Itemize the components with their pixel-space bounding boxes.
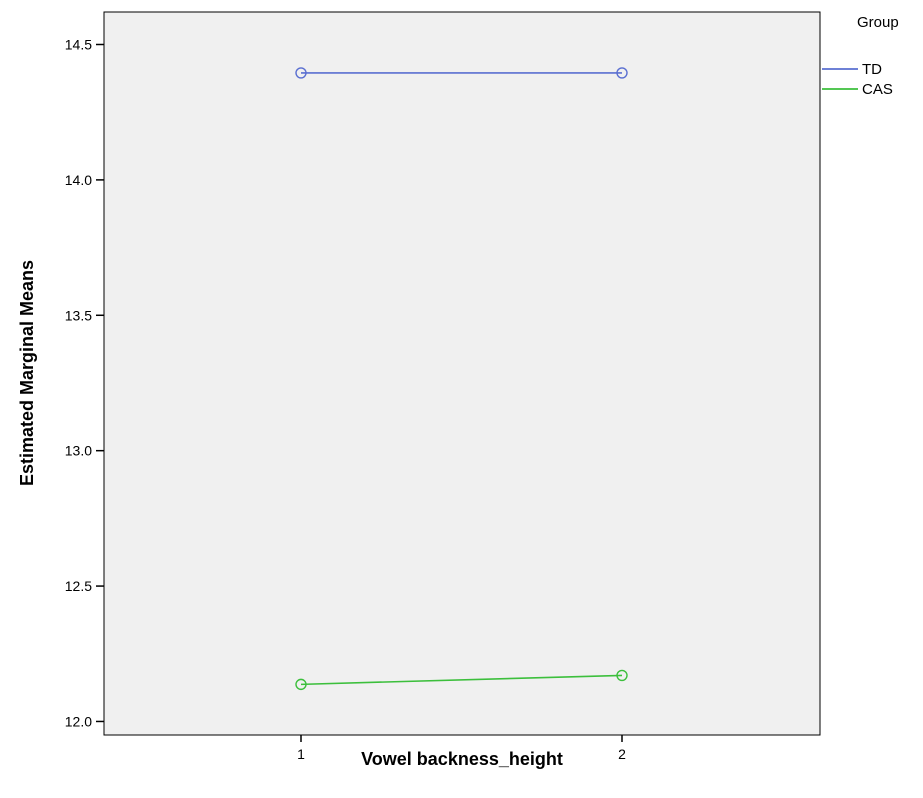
y-axis-ticks: 12.0 12.5 13.0 13.5 14.0 14.5 [65, 36, 104, 729]
y-tick-label: 13.0 [65, 443, 92, 459]
data-point-cas [616, 669, 628, 682]
y-axis-title: Estimated Marginal Means [17, 260, 37, 486]
legend-label-td: TD [862, 61, 882, 78]
series-layer [295, 67, 628, 691]
data-point-td [295, 67, 307, 79]
series-line-cas [300, 674, 623, 686]
y-tick-label: 14.5 [65, 36, 92, 52]
x-axis-title: Vowel backness_height [361, 749, 563, 769]
legend-title: Group [857, 14, 899, 31]
legend-items: TD CAS [822, 61, 893, 98]
legend-label-cas: CAS [862, 81, 893, 98]
y-tick-label: 12.5 [65, 578, 92, 594]
y-tick-label: 14.0 [65, 172, 92, 188]
legend: Group TD CAS [822, 14, 899, 98]
x-tick-label: 1 [297, 746, 305, 762]
y-tick-label: 12.0 [65, 713, 92, 729]
y-tick-label: 13.5 [65, 307, 92, 323]
plot-area [103, 11, 821, 736]
data-point-cas [295, 678, 307, 691]
data-point-td [616, 67, 628, 79]
x-tick-label: 2 [618, 746, 626, 762]
